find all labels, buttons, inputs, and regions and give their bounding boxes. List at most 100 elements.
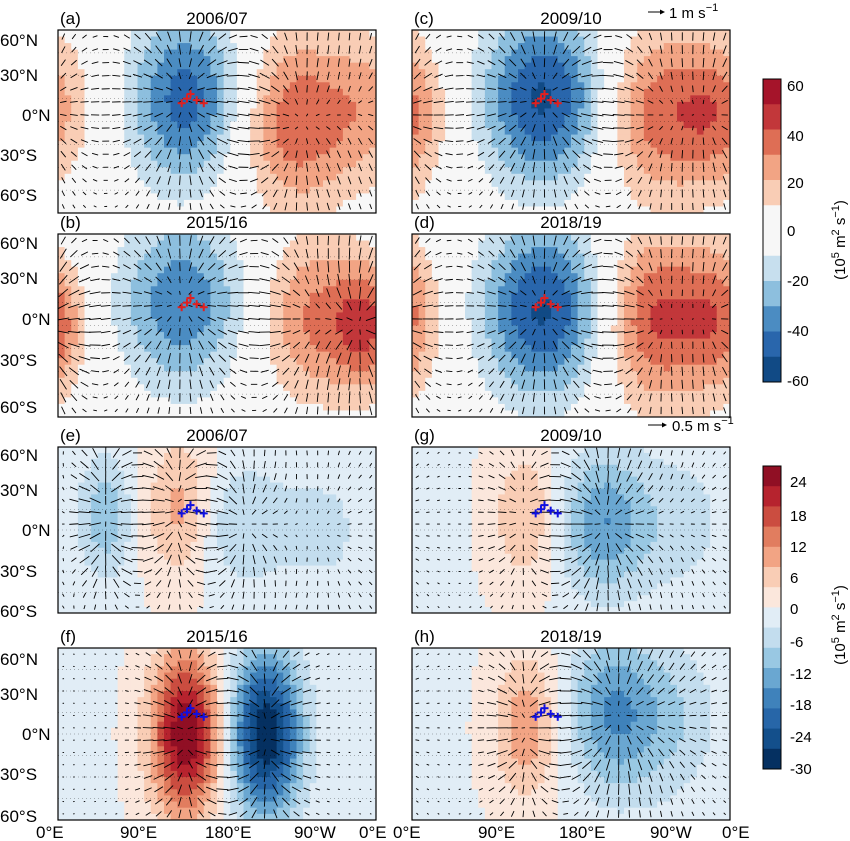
contour-cell — [296, 312, 304, 320]
contour-cell — [412, 43, 420, 51]
wind-vector — [112, 61, 120, 64]
contour-cell — [316, 364, 324, 372]
wind-vector — [477, 151, 485, 157]
contour-cell — [438, 49, 446, 57]
contour-cell — [289, 260, 298, 268]
contour-cell — [624, 154, 632, 162]
contour-cell — [203, 286, 211, 294]
contour-cell — [223, 62, 231, 70]
contour-cell — [362, 147, 370, 155]
contour-cell — [597, 62, 605, 70]
wind-vector — [659, 85, 663, 92]
contour-cell — [564, 101, 572, 110]
contour-cell — [157, 240, 165, 248]
contour-cell — [478, 108, 486, 116]
wind-vector — [315, 113, 320, 117]
contour-cell — [130, 56, 139, 64]
contour-cell — [557, 108, 565, 116]
contour-cell — [130, 403, 139, 412]
contour-cell — [64, 371, 72, 379]
contour-cell — [577, 114, 585, 123]
contour-cell — [124, 318, 132, 327]
wind-vector — [692, 125, 694, 131]
contour-cell — [183, 247, 192, 255]
contour-cell — [342, 410, 351, 417]
contour-cell — [64, 410, 72, 417]
contour-cell — [177, 180, 185, 188]
contour-cell — [197, 95, 205, 103]
wind-vector — [295, 188, 298, 198]
contour-cell — [511, 121, 519, 129]
contour-cell — [471, 173, 479, 181]
contour-cell — [323, 397, 331, 405]
contour-cell — [137, 253, 145, 261]
contour-cell — [263, 338, 271, 346]
contour-cell — [170, 338, 178, 346]
wind-vector — [637, 190, 642, 197]
contour-cell — [425, 173, 433, 181]
wind-vector — [552, 72, 558, 80]
contour-cell — [362, 88, 370, 96]
contour-cell — [590, 199, 599, 208]
contour-cell — [309, 160, 317, 168]
contour-cell — [296, 403, 304, 412]
contour-cell — [150, 199, 158, 208]
contour-cell — [465, 69, 473, 77]
contour-cell — [710, 88, 718, 96]
contour-cell — [342, 325, 351, 333]
contour-cell — [270, 292, 278, 300]
contour-cell — [217, 390, 225, 398]
wind-vector — [358, 58, 362, 67]
contour-cell — [670, 49, 678, 57]
contour-cell — [303, 403, 311, 412]
contour-cell — [276, 390, 284, 398]
wind-vector — [478, 178, 484, 183]
contour-cell — [696, 141, 705, 149]
contour-cell — [203, 147, 211, 155]
contour-cell — [190, 173, 198, 181]
contour-cell — [183, 234, 192, 242]
wind-vector — [455, 127, 464, 129]
contour-cell — [58, 128, 66, 136]
contour-cell — [677, 75, 685, 83]
contour-cell — [144, 69, 152, 77]
contour-cell — [197, 273, 205, 281]
contour-cell — [170, 134, 178, 142]
contour-cell — [190, 371, 198, 379]
wind-vector — [240, 192, 247, 195]
contour-cell — [356, 108, 364, 116]
contour-cell — [610, 49, 618, 57]
wind-vector — [306, 202, 308, 211]
contour-cell — [250, 114, 258, 123]
contour-cell — [303, 273, 311, 281]
contour-cell — [97, 325, 105, 333]
contour-cell — [369, 279, 376, 287]
contour-cell — [336, 286, 344, 294]
wind-vector — [520, 72, 527, 79]
contour-cell — [77, 286, 86, 294]
contour-cell — [97, 332, 105, 340]
contour-cell — [130, 312, 139, 320]
contour-cell — [418, 180, 426, 188]
contour-cell — [243, 305, 251, 314]
contour-cell — [64, 160, 72, 168]
contour-cell — [104, 173, 112, 181]
contour-cell — [296, 108, 304, 116]
contour-cell — [597, 95, 605, 103]
contour-cell — [564, 193, 572, 201]
contour-cell — [309, 206, 317, 213]
contour-cell — [223, 266, 231, 274]
contour-cell — [418, 43, 426, 51]
contour-cell — [256, 384, 264, 392]
wind-vector — [445, 61, 453, 64]
contour-cell — [230, 292, 238, 300]
contour-cell — [197, 332, 205, 340]
wind-vector — [188, 100, 193, 104]
contour-cell — [296, 247, 304, 255]
contour-cell — [64, 101, 72, 110]
contour-cell — [617, 30, 625, 38]
contour-cell — [117, 160, 125, 168]
contour-cell — [369, 147, 376, 155]
contour-cell — [71, 410, 79, 417]
contour-cell — [210, 193, 218, 201]
